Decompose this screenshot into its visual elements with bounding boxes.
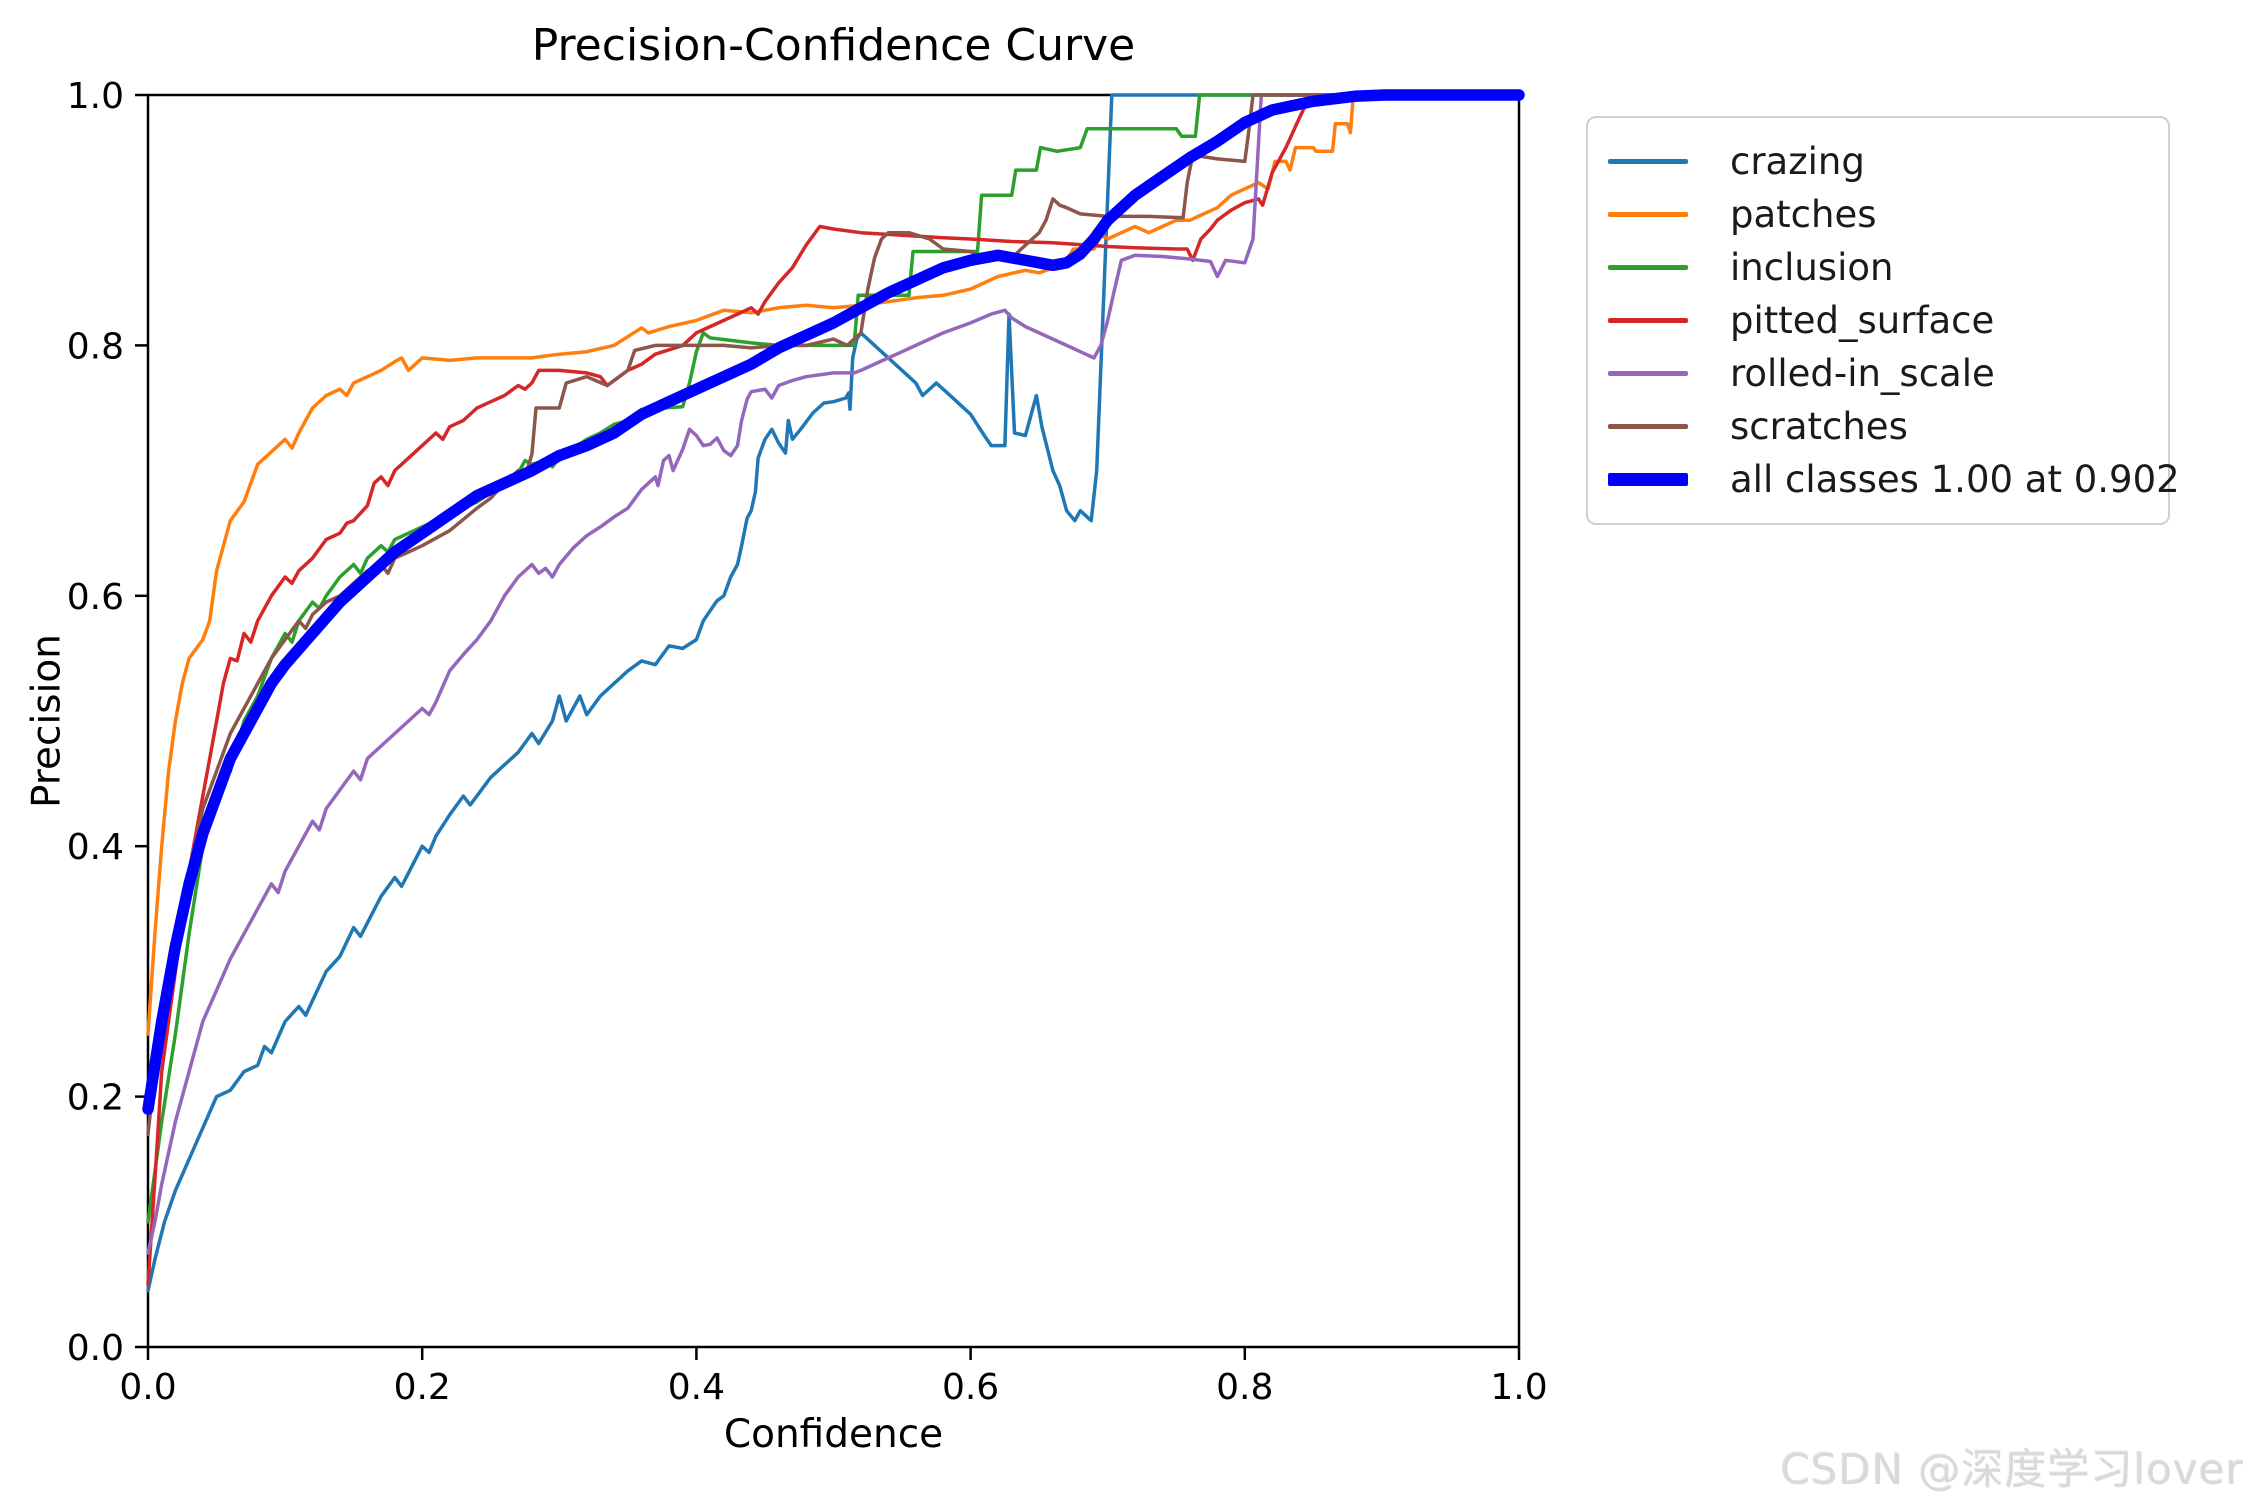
x-tick-label: 0.2 xyxy=(394,1367,451,1408)
y-tick-label: 0.0 xyxy=(67,1328,124,1369)
legend-item-all-classes-1-00-at-0-902: all classes 1.00 at 0.902 xyxy=(1608,453,2180,506)
legend-item-label: inclusion xyxy=(1730,246,1894,289)
legend-item-label: crazing xyxy=(1730,140,1865,183)
legend-line-sample xyxy=(1608,371,1688,376)
legend-item-label: scratches xyxy=(1730,405,1908,448)
chart-title: Precision-Confidence Curve xyxy=(531,20,1136,71)
series-line-crazing xyxy=(146,93,1521,1293)
watermark: CSDN @深度学习lover xyxy=(1780,1445,2244,1494)
legend-line-sample xyxy=(1608,318,1688,323)
y-tick-label: 0.8 xyxy=(67,326,124,367)
legend-item-label: pitted_surface xyxy=(1730,299,1995,342)
legend-item-pitted-surface: pitted_surface xyxy=(1608,294,2148,347)
x-axis-label: Confidence xyxy=(723,1412,944,1457)
series-line-scratches xyxy=(146,93,1521,1136)
legend-line-sample xyxy=(1608,424,1688,429)
legend-item-label: patches xyxy=(1730,193,1877,236)
y-tick-label: 0.2 xyxy=(67,1078,124,1119)
legend-line-sample xyxy=(1608,265,1688,270)
x-tick-label: 0.4 xyxy=(668,1367,725,1408)
legend-item-label: rolled-in_scale xyxy=(1730,352,1995,395)
legend-item-scratches: scratches xyxy=(1608,400,2148,453)
plot-spines xyxy=(146,93,1521,1349)
legend-item-patches: patches xyxy=(1608,188,2148,241)
legend-item-inclusion: inclusion xyxy=(1608,241,2148,294)
legend-item-crazing: crazing xyxy=(1608,135,2148,188)
y-tick-label: 0.4 xyxy=(67,827,124,868)
legend-line-sample xyxy=(1608,473,1688,486)
series-line-all-classes-1-00-at-0-902 xyxy=(142,89,1525,1115)
series-line-pitted-surface xyxy=(146,93,1521,1287)
series-line-rolled-in-scale xyxy=(146,93,1521,1255)
x-tick-label: 1.0 xyxy=(1490,1367,1547,1408)
legend-item-rolled-in-scale: rolled-in_scale xyxy=(1608,347,2148,400)
x-tick-label: 0.6 xyxy=(942,1367,999,1408)
legend-line-sample xyxy=(1608,159,1688,164)
legend-line-sample xyxy=(1608,212,1688,217)
x-tick-label: 0.0 xyxy=(119,1367,176,1408)
y-tick-label: 1.0 xyxy=(67,76,124,117)
y-tick-label: 0.6 xyxy=(67,577,124,618)
y-axis-label: Precision xyxy=(24,633,70,809)
legend-item-label: all classes 1.00 at 0.902 xyxy=(1730,458,2180,501)
x-tick-label: 0.8 xyxy=(1216,1367,1273,1408)
